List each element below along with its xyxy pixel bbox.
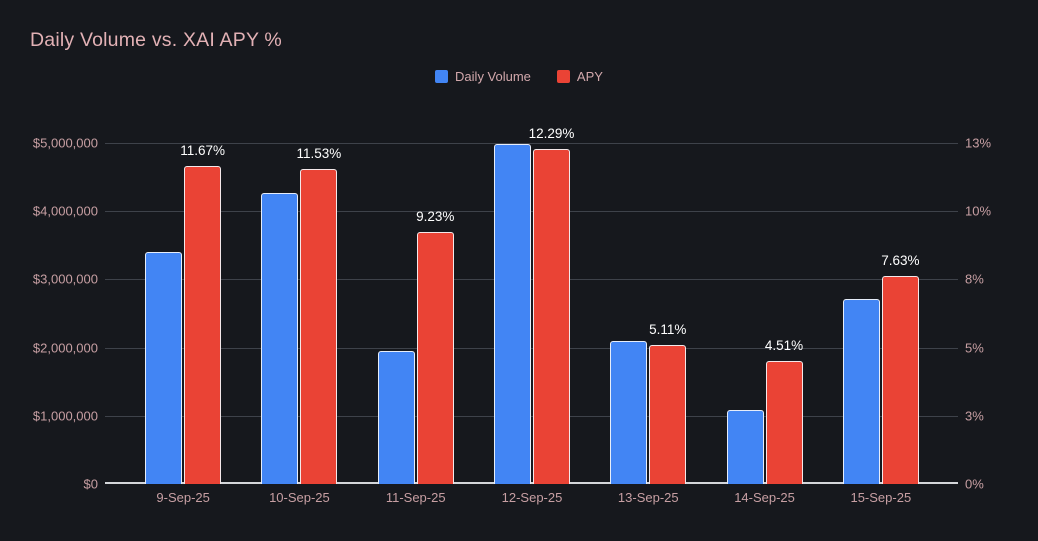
x-tick-label: 11-Sep-25: [385, 490, 446, 505]
y-tick-label-left: $4,000,000: [32, 203, 98, 219]
legend-item-apy[interactable]: APY: [556, 69, 603, 84]
x-tick-label: 9-Sep-25: [156, 490, 210, 505]
bar-slot: 11.53%: [297, 146, 341, 484]
bar-value-label: 11.67%: [180, 143, 226, 158]
x-tick-label: 14-Sep-25: [734, 490, 795, 505]
legend-label: APY: [576, 69, 603, 84]
bar-daily-volume[interactable]: [377, 351, 415, 484]
y-tick-label-right: 13%: [965, 135, 992, 151]
bar-daily-volume[interactable]: [726, 410, 764, 484]
chart-title: Daily Volume vs. XAI APY %: [30, 29, 282, 51]
bar-apy[interactable]: [649, 345, 687, 484]
bar-slot: [493, 144, 531, 484]
bar-daily-volume[interactable]: [493, 144, 531, 484]
gridline: [105, 347, 958, 349]
x-axis-labels: 9-Sep-25 10-Sep-25 11-Sep-25 12-Sep-25 13-Se…: [125, 490, 939, 505]
gridline: [105, 415, 958, 417]
bar-slot: 5.11%: [649, 322, 687, 484]
y-tick-label-right: 0%: [965, 476, 984, 492]
bar-apy[interactable]: [300, 169, 338, 484]
bar-daily-volume[interactable]: [145, 252, 183, 484]
y-tick-label-left: $3,000,000: [32, 271, 98, 287]
bar-group: 11.67%: [125, 143, 241, 484]
bar-value-label: 9.23%: [416, 209, 455, 224]
y-tick-label-right: 5%: [965, 340, 984, 356]
y-tick-label-right: 8%: [965, 271, 984, 287]
bar-value-label: 4.51%: [764, 338, 804, 353]
bar-slot: 9.23%: [416, 209, 454, 484]
bar-apy[interactable]: [416, 232, 454, 484]
bar-apy[interactable]: [881, 276, 919, 484]
bar-slot: 4.51%: [765, 338, 803, 484]
bar-slot: [261, 193, 299, 484]
bar-apy[interactable]: [184, 166, 222, 484]
bar-slot: [145, 252, 183, 484]
gridline: [105, 143, 958, 144]
bar-slot: 12.29%: [529, 126, 574, 484]
bar-slot: [726, 410, 764, 484]
bar-group: 11.53%: [241, 143, 357, 484]
bar-group: 9.23%: [358, 143, 474, 484]
bar-slot: 11.67%: [180, 143, 225, 484]
gridline: [105, 279, 958, 281]
plot-area: 11.67% 11.53% 9.23% 12.29% 5.11% 4.51% 7.63%: [105, 126, 958, 484]
bar-group: 12.29%: [474, 126, 590, 484]
y-tick-label-right: 10%: [965, 203, 992, 219]
x-tick-label: 10-Sep-25: [269, 490, 330, 505]
bar-daily-volume[interactable]: [261, 193, 299, 484]
x-axis-line: [105, 482, 958, 484]
bar-slot: 7.63%: [881, 253, 919, 484]
y-axis-right: 13% 10% 8% 5% 3% 0%: [965, 136, 1035, 492]
x-tick-label: 15-Sep-25: [850, 490, 912, 505]
bar-slot: [610, 341, 648, 484]
legend: Daily Volume APY: [0, 69, 1038, 84]
legend-swatch-icon: [556, 70, 570, 83]
y-tick-label-left: $2,000,000: [32, 340, 98, 356]
bar-value-label: 11.53%: [296, 146, 342, 161]
bar-slot: [842, 299, 880, 484]
legend-swatch-icon: [435, 70, 449, 83]
bar-daily-volume[interactable]: [610, 341, 648, 484]
y-tick-label-right: 3%: [965, 408, 984, 424]
bar-slot: [377, 351, 415, 484]
gridline: [105, 211, 958, 213]
bar-value-label: 12.29%: [528, 126, 575, 141]
x-tick-label: 13-Sep-25: [617, 490, 679, 505]
y-axis-left: $5,000,000 $4,000,000 $3,000,000 $2,000,000…: [0, 136, 98, 492]
bar-group: 7.63%: [823, 143, 939, 484]
bar-daily-volume[interactable]: [842, 299, 880, 484]
bar-value-label: 5.11%: [649, 322, 687, 337]
x-tick-label: 12-Sep-25: [501, 490, 563, 505]
y-tick-label-left: $1,000,000: [32, 408, 98, 424]
bar-group: 5.11%: [590, 143, 706, 484]
y-tick-label-left: $0: [83, 476, 98, 492]
legend-label: Daily Volume: [455, 69, 531, 84]
y-tick-label-left: $5,000,000: [32, 135, 98, 151]
bar-apy[interactable]: [532, 149, 570, 484]
bar-group: 4.51%: [706, 143, 822, 484]
bar-value-label: 7.63%: [881, 253, 920, 268]
bar-apy[interactable]: [765, 361, 803, 484]
legend-item-daily-volume[interactable]: Daily Volume: [435, 69, 531, 84]
bar-groups: 11.67% 11.53% 9.23% 12.29% 5.11% 4.51% 7.63%: [125, 126, 939, 484]
